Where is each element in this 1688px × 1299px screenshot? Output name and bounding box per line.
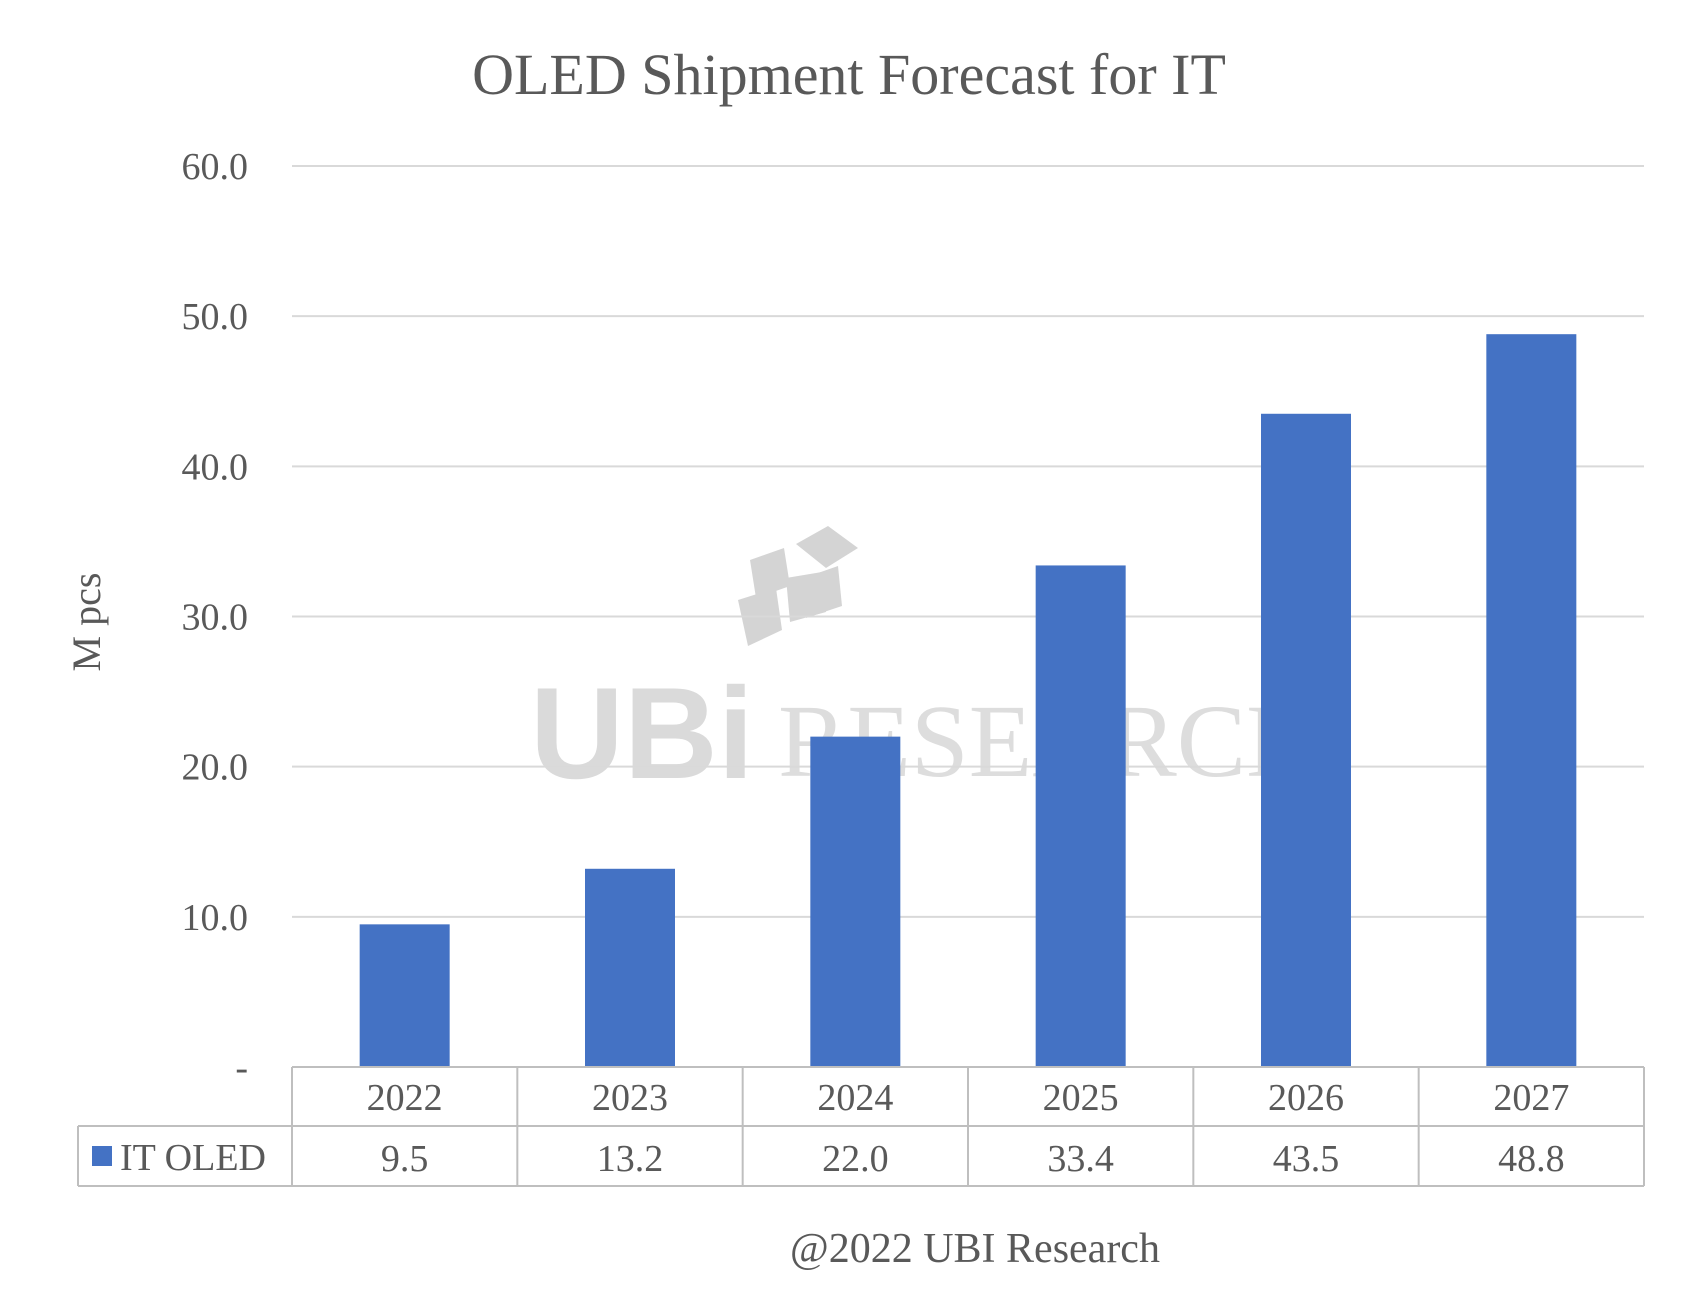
watermark-cube-icon — [738, 526, 858, 646]
watermark-logo-text: UBi — [530, 660, 754, 806]
legend-swatch — [92, 1146, 112, 1166]
y-tick-label: 40.0 — [182, 446, 249, 488]
x-tick-label: 2025 — [1043, 1077, 1119, 1119]
y-axis-label: M pcs — [64, 573, 109, 672]
bar — [359, 924, 450, 1067]
y-tick-label: - — [235, 1047, 248, 1089]
legend-label: IT OLED — [120, 1137, 266, 1179]
bar — [1486, 334, 1577, 1068]
x-tick-label: 2024 — [817, 1077, 893, 1119]
y-tick-label: 30.0 — [182, 597, 249, 639]
data-table: 2022 9.5 2023 13.2 2024 22.0 2025 33.4 2026 43.5 2… — [77, 1066, 1645, 1187]
data-label: 48.8 — [1498, 1138, 1565, 1180]
bar — [1261, 413, 1351, 1067]
watermark-logo: UBi RESEARCH — [530, 526, 1321, 806]
bar — [1035, 565, 1126, 1067]
y-axis-ticks: - 10.0 20.0 30.0 40.0 50.0 60.0 — [182, 146, 249, 1089]
bar — [585, 868, 675, 1067]
x-tick-label: 2026 — [1268, 1077, 1344, 1119]
x-tick-label: 2022 — [367, 1077, 443, 1119]
data-label: 43.5 — [1273, 1138, 1340, 1180]
grid — [292, 165, 1644, 918]
data-label: 22.0 — [822, 1138, 889, 1180]
data-label: 13.2 — [597, 1138, 664, 1180]
y-tick-label: 50.0 — [182, 296, 249, 338]
y-tick-label: 60.0 — [182, 146, 249, 188]
x-tick-label: 2027 — [1493, 1077, 1569, 1119]
chart-title: OLED Shipment Forecast for IT — [472, 42, 1226, 107]
x-tick-label: 2023 — [592, 1077, 668, 1119]
y-tick-label: 20.0 — [182, 747, 249, 789]
bar — [810, 736, 901, 1067]
data-label: 9.5 — [381, 1138, 429, 1180]
bars — [359, 334, 1577, 1068]
data-label: 33.4 — [1047, 1138, 1114, 1180]
credit-text: @2022 UBI Research — [790, 1226, 1160, 1272]
y-tick-label: 10.0 — [182, 897, 249, 939]
